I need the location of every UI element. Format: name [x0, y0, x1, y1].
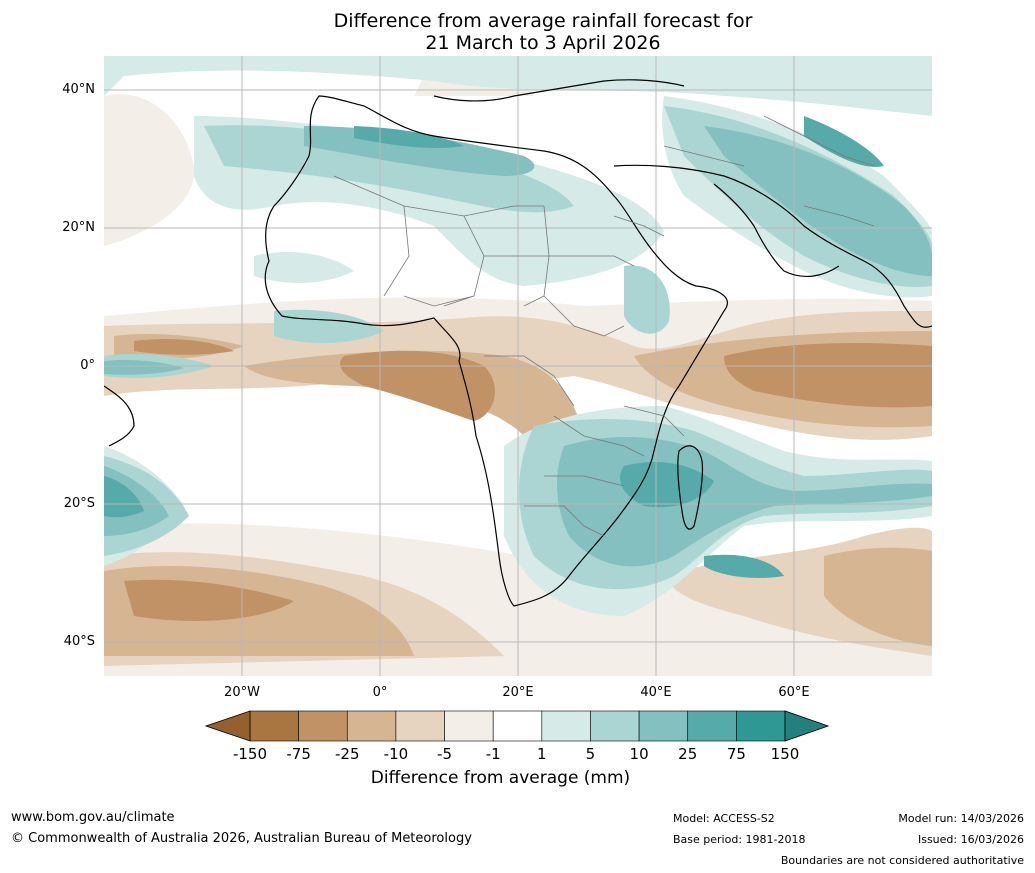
- footer-issued: Issued: 16/03/2026: [917, 833, 1024, 846]
- footer-base-period: Base period: 1981-2018: [673, 833, 806, 846]
- legend-label: Difference from average (mm): [370, 768, 631, 788]
- legend-swatch: [444, 710, 494, 742]
- footer-copyright: © Commonwealth of Australia 2026, Austra…: [11, 831, 472, 846]
- lon-label-20w: 20°W: [224, 685, 260, 700]
- chart-title: Difference from average rainfall forecas…: [0, 10, 1035, 54]
- legend-swatch: [249, 710, 299, 742]
- legend-swatch: [346, 710, 397, 742]
- legend-tick-label: 25: [678, 745, 698, 763]
- legend-swatch: [492, 710, 543, 742]
- legend-swatch: [590, 710, 640, 742]
- lon-label-0: 0°: [372, 685, 388, 700]
- legend-tick-label: -150: [232, 745, 268, 763]
- legend-swatch: [395, 710, 445, 742]
- title-line-1: Difference from average rainfall forecas…: [333, 10, 753, 32]
- legend-over-arrow: [784, 710, 829, 742]
- coastlines: [104, 79, 932, 607]
- legend-colorbar: [205, 710, 829, 742]
- legend-swatch: [298, 710, 348, 742]
- lon-label-60e: 60°E: [778, 685, 810, 700]
- lat-label-40s: 40°S: [63, 634, 95, 649]
- legend-under-arrow: [205, 710, 251, 742]
- anomaly-fill-wet-heavy: [104, 116, 884, 578]
- footer-model: Model: ACCESS-S2: [673, 812, 775, 825]
- rainfall-anomaly-map: [104, 56, 932, 676]
- lat-label-20n: 20°N: [62, 220, 95, 235]
- legend-swatch: [638, 710, 689, 742]
- footer-website[interactable]: www.bom.gov.au/climate: [11, 810, 175, 825]
- lon-label-40e: 40°E: [640, 685, 672, 700]
- legend-tick-label: -1: [485, 745, 501, 763]
- legend-swatch: [541, 710, 591, 742]
- legend-tick-label: -5: [437, 745, 453, 763]
- graticule: [104, 56, 932, 676]
- legend-swatch: [736, 710, 786, 742]
- title-line-2: 21 March to 3 April 2026: [425, 32, 661, 54]
- legend-tick-label: 5: [585, 745, 596, 763]
- legend-tick-label: -10: [383, 745, 409, 763]
- legend-tick-label: 10: [629, 745, 649, 763]
- legend-swatch: [687, 710, 737, 742]
- lon-label-20e: 20°E: [502, 685, 534, 700]
- lat-label-40n: 40°N: [62, 82, 95, 97]
- footer-model-run: Model run: 14/03/2026: [898, 812, 1024, 825]
- legend-tick-label: -25: [335, 745, 360, 763]
- country-borders: [333, 115, 875, 537]
- legend-tick-label: -75: [286, 745, 311, 763]
- lat-label-20s: 20°S: [63, 496, 95, 511]
- legend-tick-label: 1: [537, 745, 547, 763]
- legend-tick-label: 150: [770, 745, 800, 763]
- footer-disclaimer: Boundaries are not considered authoritat…: [780, 854, 1024, 867]
- anomaly-fill-dry-heavy: [124, 339, 932, 621]
- lat-label-0: 0°: [80, 358, 95, 373]
- legend-tick-label: 75: [726, 745, 746, 763]
